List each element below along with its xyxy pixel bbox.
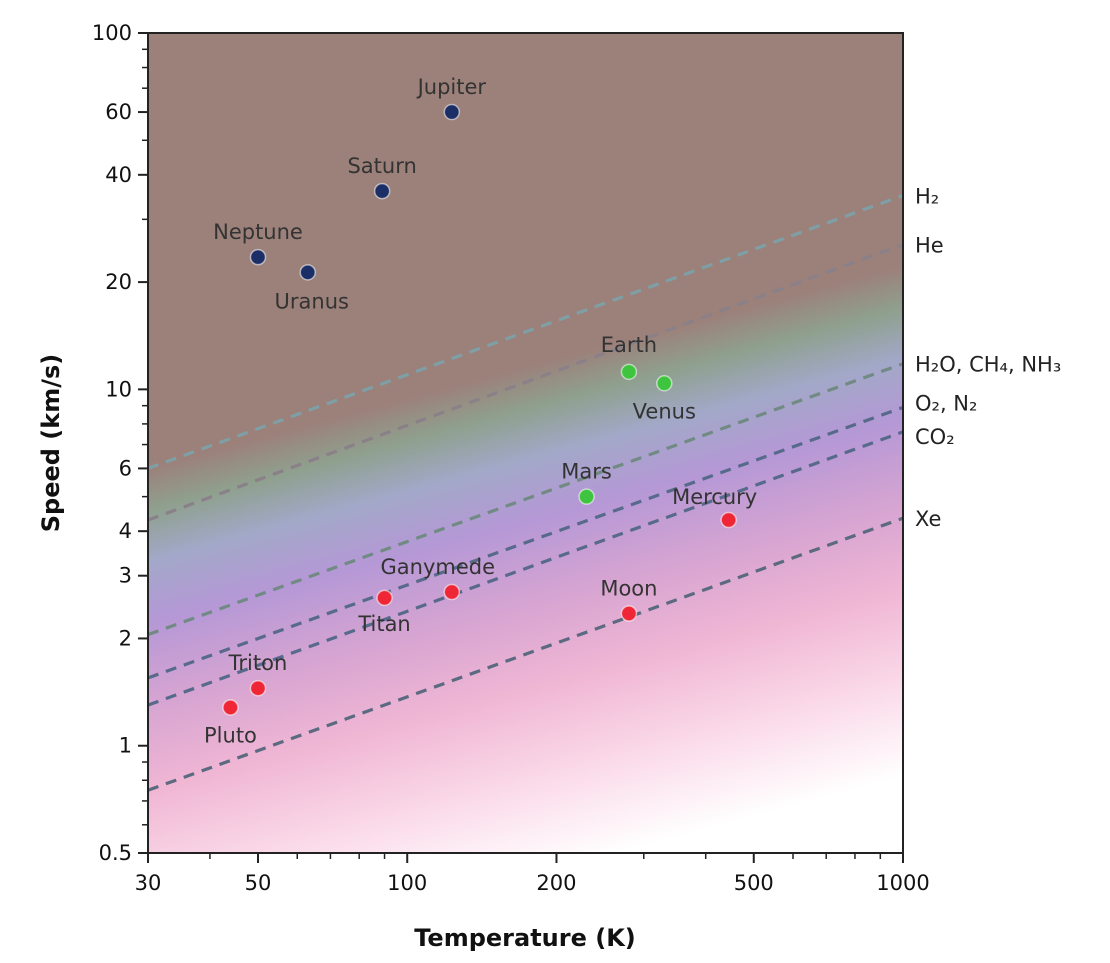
data-point-label: Ganymede xyxy=(381,555,496,579)
data-point xyxy=(376,589,393,607)
y-tick-label: 60 xyxy=(105,100,132,124)
gas-label: H₂O, CH₄, NH₃ xyxy=(915,353,1061,377)
y-tick-label: 20 xyxy=(105,270,132,294)
gas-line xyxy=(148,242,903,522)
gas-line xyxy=(148,193,903,470)
y-tick-label: 2 xyxy=(119,626,132,650)
data-point xyxy=(578,488,595,505)
y-tick-label: 40 xyxy=(105,163,132,187)
data-point-label: Neptune xyxy=(213,220,303,244)
data-point xyxy=(443,103,461,121)
data-points: Jupiter Saturn Neptune Uranus Earth Venus Mars… xyxy=(204,75,757,747)
gas-label: O₂, N₂ xyxy=(915,391,977,415)
data-point-label: Venus xyxy=(633,399,696,423)
x-tick-label: 500 xyxy=(734,871,774,895)
data-point xyxy=(620,605,638,622)
y-tick-label: 0.5 xyxy=(99,841,132,865)
x-tick-label: 100 xyxy=(387,871,427,895)
data-point-label: Titan xyxy=(357,612,410,636)
y-tick-label: 4 xyxy=(119,519,132,543)
series-group: Mercury Ganymede Titan Moon Triton Pluto xyxy=(204,485,757,748)
data-point-label: Earth xyxy=(601,333,657,357)
x-axis-ticks: 30 50 100 200 500 1000 xyxy=(135,853,930,895)
data-point-label: Moon xyxy=(600,576,657,600)
series-group: Jupiter Saturn Neptune Uranus xyxy=(213,75,486,313)
data-point-label: Uranus xyxy=(275,289,349,313)
series-group: Earth Venus Mars xyxy=(561,333,696,505)
data-point xyxy=(720,511,737,529)
data-point xyxy=(249,248,267,266)
data-point-label: Triton xyxy=(228,651,288,675)
data-point-label: Mercury xyxy=(672,485,757,509)
plot-background xyxy=(148,33,903,853)
gas-label: Xe xyxy=(915,507,941,531)
y-tick-label: 6 xyxy=(119,456,132,480)
data-point-label: Saturn xyxy=(347,154,416,178)
gas-line xyxy=(148,362,903,637)
data-point xyxy=(299,264,316,281)
data-point xyxy=(656,375,673,392)
gas-label: H₂ xyxy=(915,184,939,208)
data-point xyxy=(222,699,239,716)
y-axis-title: Speed (km/s) xyxy=(37,354,65,533)
y-tick-label: 1 xyxy=(119,734,132,758)
data-point xyxy=(249,679,267,697)
y-tick-label: 100 xyxy=(92,21,132,45)
gas-label: CO₂ xyxy=(915,425,955,449)
y-tick-label: 10 xyxy=(105,377,132,401)
gas-line xyxy=(148,430,903,707)
data-point xyxy=(373,182,391,200)
data-point-label: Jupiter xyxy=(416,75,487,99)
x-tick-label: 50 xyxy=(245,871,272,895)
y-axis-ticks: 0.5 1 2 3 4 6 10 20 40 60 100 xyxy=(92,21,148,865)
data-point xyxy=(443,583,461,601)
gas-labels: H₂ He H₂O, CH₄, NH₃ O₂, N₂ CO₂ Xe xyxy=(915,184,1061,531)
x-tick-label: 1000 xyxy=(876,871,929,895)
gas-lines xyxy=(148,193,903,792)
y-tick-label: 3 xyxy=(119,564,132,588)
x-axis-title: Temperature (K) xyxy=(414,924,636,952)
gas-label: He xyxy=(915,233,944,257)
gas-line xyxy=(148,405,903,680)
data-point-label: Pluto xyxy=(204,724,257,748)
data-point xyxy=(620,363,638,381)
x-tick-label: 200 xyxy=(536,871,576,895)
data-point-label: Mars xyxy=(561,460,612,484)
plot-frame xyxy=(147,32,904,854)
gas-line xyxy=(148,516,903,792)
x-tick-label: 30 xyxy=(135,871,162,895)
